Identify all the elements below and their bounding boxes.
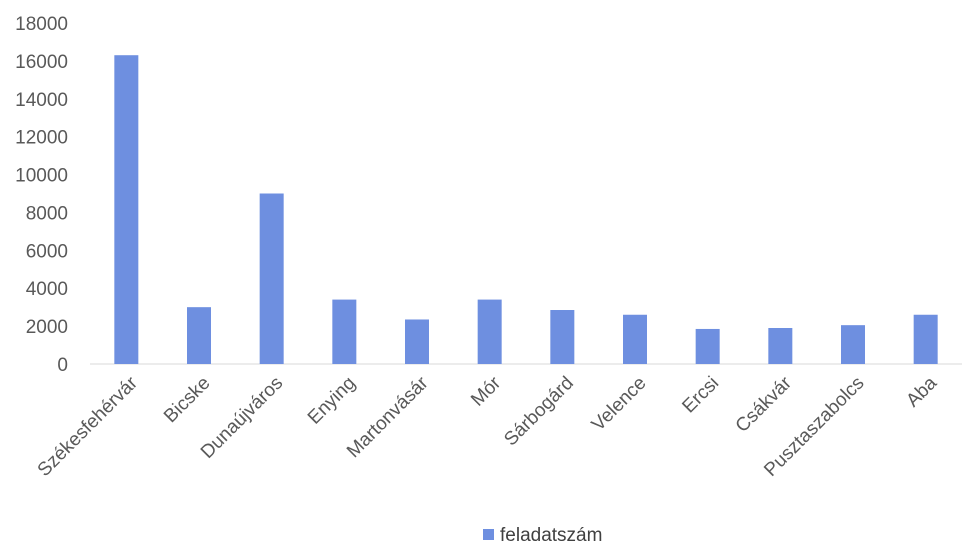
y-tick-label: 2000 bbox=[26, 317, 68, 338]
x-tick-label: Ercsi bbox=[678, 373, 723, 418]
y-tick-label: 0 bbox=[57, 355, 68, 376]
bar bbox=[405, 319, 429, 364]
x-tick-label: Enying bbox=[304, 373, 360, 429]
y-tick-label: 16000 bbox=[15, 52, 68, 73]
x-tick-label: Aba bbox=[902, 372, 941, 411]
legend-swatch bbox=[483, 529, 494, 540]
bar bbox=[477, 299, 502, 364]
y-tick-label: 18000 bbox=[15, 14, 68, 35]
y-tick-label: 4000 bbox=[26, 279, 68, 300]
bar bbox=[913, 314, 938, 364]
x-tick-label: Sárbogárd bbox=[500, 373, 578, 451]
y-tick-label: 12000 bbox=[15, 128, 68, 149]
bar-series bbox=[114, 55, 938, 364]
bar bbox=[623, 314, 647, 364]
bar bbox=[695, 328, 720, 364]
x-tick-label: Velence bbox=[588, 373, 651, 436]
x-tick-label: Csákvár bbox=[732, 372, 797, 437]
bar bbox=[259, 193, 284, 364]
x-tick-label: Bicske bbox=[160, 373, 214, 427]
bar bbox=[768, 328, 793, 364]
y-tick-label: 10000 bbox=[15, 166, 68, 187]
bar bbox=[841, 325, 865, 364]
x-tick-label: Mór bbox=[467, 372, 505, 410]
bar bbox=[550, 310, 575, 364]
legend-label: feladatszám bbox=[500, 525, 602, 546]
bar bbox=[332, 299, 357, 364]
y-tick-label: 6000 bbox=[26, 241, 68, 262]
legend: feladatszám bbox=[483, 525, 602, 546]
y-axis-ticks: 0 2000 4000 6000 8000 10000 12000 14000 16000 180… bbox=[15, 14, 68, 376]
y-tick-label: 8000 bbox=[26, 203, 68, 224]
bar bbox=[114, 55, 139, 364]
bar bbox=[187, 307, 211, 364]
x-tick-label: Székesfehérvár bbox=[34, 372, 143, 481]
y-tick-label: 14000 bbox=[15, 90, 68, 111]
